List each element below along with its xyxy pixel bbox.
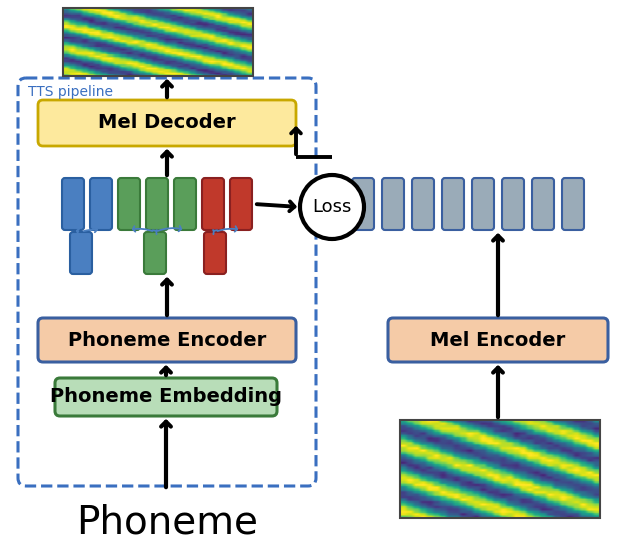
FancyBboxPatch shape xyxy=(472,178,494,230)
FancyBboxPatch shape xyxy=(382,178,404,230)
FancyBboxPatch shape xyxy=(38,318,296,362)
FancyBboxPatch shape xyxy=(90,178,112,230)
FancyBboxPatch shape xyxy=(202,178,224,230)
FancyBboxPatch shape xyxy=(352,178,374,230)
FancyBboxPatch shape xyxy=(562,178,584,230)
FancyBboxPatch shape xyxy=(412,178,434,230)
FancyBboxPatch shape xyxy=(118,178,140,230)
FancyBboxPatch shape xyxy=(532,178,554,230)
Text: TTS pipeline: TTS pipeline xyxy=(28,85,113,99)
FancyBboxPatch shape xyxy=(174,178,196,230)
FancyBboxPatch shape xyxy=(388,318,608,362)
Text: Loss: Loss xyxy=(312,198,352,216)
FancyBboxPatch shape xyxy=(144,232,166,274)
FancyBboxPatch shape xyxy=(502,178,524,230)
Bar xyxy=(63,8,253,76)
FancyBboxPatch shape xyxy=(230,178,252,230)
FancyBboxPatch shape xyxy=(70,232,92,274)
FancyBboxPatch shape xyxy=(204,232,226,274)
Bar xyxy=(400,420,600,518)
FancyBboxPatch shape xyxy=(146,178,168,230)
FancyBboxPatch shape xyxy=(55,378,277,416)
Text: Phoneme Encoder: Phoneme Encoder xyxy=(68,331,266,350)
FancyBboxPatch shape xyxy=(442,178,464,230)
Text: Mel Encoder: Mel Encoder xyxy=(430,331,566,350)
FancyBboxPatch shape xyxy=(38,100,296,146)
Ellipse shape xyxy=(300,175,364,239)
FancyBboxPatch shape xyxy=(62,178,84,230)
Text: Phoneme: Phoneme xyxy=(76,504,258,542)
Text: Mel Decoder: Mel Decoder xyxy=(98,113,236,132)
Text: Phoneme Embedding: Phoneme Embedding xyxy=(50,388,282,407)
